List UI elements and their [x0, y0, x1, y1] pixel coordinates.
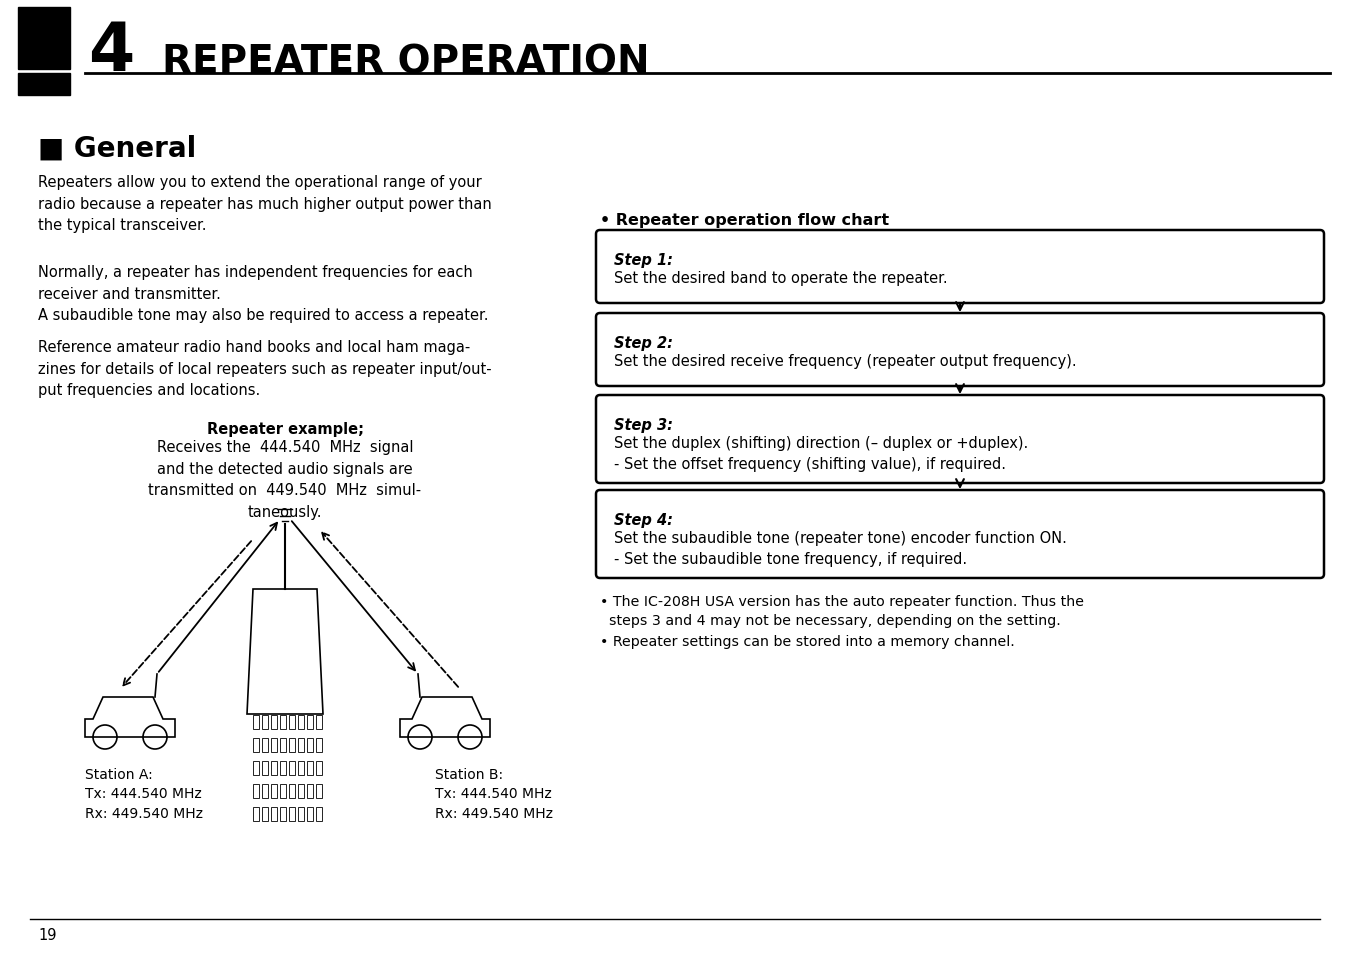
Text: ■ General: ■ General	[38, 135, 196, 163]
Text: Set the duplex (shifting) direction (– duplex or +duplex).
- Set the offset freq: Set the duplex (shifting) direction (– d…	[614, 436, 1029, 472]
FancyBboxPatch shape	[596, 491, 1324, 578]
Bar	[307, 761, 314, 775]
Text: Set the desired receive frequency (repeater output frequency).: Set the desired receive frequency (repea…	[614, 354, 1076, 369]
Text: • The IC-208H USA version has the auto repeater function. Thus the
  steps 3 and: • The IC-208H USA version has the auto r…	[600, 595, 1084, 628]
Text: Reference amateur radio hand books and local ham maga-
zines for details of loca: Reference amateur radio hand books and l…	[38, 339, 492, 397]
Bar	[18, 74, 70, 96]
Text: • Repeater settings can be stored into a memory channel.: • Repeater settings can be stored into a…	[600, 635, 1015, 648]
Bar	[297, 761, 304, 775]
Bar	[253, 761, 260, 775]
FancyBboxPatch shape	[596, 395, 1324, 483]
Text: REPEATER OPERATION: REPEATER OPERATION	[162, 44, 649, 82]
Text: Step 4:: Step 4:	[614, 513, 673, 527]
Bar	[316, 716, 322, 729]
Bar	[297, 807, 304, 821]
Bar	[297, 716, 304, 729]
Bar	[270, 784, 277, 799]
Bar	[316, 807, 322, 821]
Bar	[280, 807, 287, 821]
Bar	[307, 716, 314, 729]
Bar	[270, 761, 277, 775]
Text: 19: 19	[38, 927, 57, 942]
Bar	[316, 761, 322, 775]
Text: Repeater example;: Repeater example;	[207, 421, 364, 436]
Bar	[18, 8, 70, 70]
Bar	[270, 716, 277, 729]
Bar	[253, 716, 260, 729]
Text: Receives the  444.540  MHz  signal
and the detected audio signals are
transmitte: Receives the 444.540 MHz signal and the …	[149, 439, 422, 519]
Bar	[297, 784, 304, 799]
Bar	[289, 739, 295, 752]
Text: Station A:
Tx: 444.540 MHz
Rx: 449.540 MHz: Station A: Tx: 444.540 MHz Rx: 449.540 M…	[85, 767, 203, 821]
Bar	[289, 716, 295, 729]
Bar	[307, 784, 314, 799]
Bar	[307, 807, 314, 821]
Bar	[262, 807, 268, 821]
Text: Station B:
Tx: 444.540 MHz
Rx: 449.540 MHz: Station B: Tx: 444.540 MHz Rx: 449.540 M…	[435, 767, 553, 821]
Bar	[289, 807, 295, 821]
Bar	[316, 784, 322, 799]
Bar	[280, 739, 287, 752]
Bar	[262, 716, 268, 729]
Text: Normally, a repeater has independent frequencies for each
receiver and transmitt: Normally, a repeater has independent fre…	[38, 265, 488, 323]
Bar	[280, 784, 287, 799]
Text: 4: 4	[88, 19, 134, 85]
Bar	[253, 784, 260, 799]
Bar	[253, 739, 260, 752]
FancyBboxPatch shape	[596, 231, 1324, 304]
Bar	[297, 739, 304, 752]
Bar	[280, 761, 287, 775]
Bar	[316, 739, 322, 752]
Text: Set the subaudible tone (repeater tone) encoder function ON.
- Set the subaudibl: Set the subaudible tone (repeater tone) …	[614, 531, 1067, 566]
Bar	[307, 739, 314, 752]
Bar	[262, 784, 268, 799]
Text: Step 2:: Step 2:	[614, 335, 673, 351]
Bar	[289, 784, 295, 799]
Bar	[262, 739, 268, 752]
Text: Step 1:: Step 1:	[614, 253, 673, 268]
Bar	[270, 807, 277, 821]
Text: Step 3:: Step 3:	[614, 417, 673, 433]
Text: • Repeater operation flow chart: • Repeater operation flow chart	[600, 213, 890, 228]
Bar	[289, 761, 295, 775]
Bar	[270, 739, 277, 752]
Text: Repeaters allow you to extend the operational range of your
radio because a repe: Repeaters allow you to extend the operat…	[38, 174, 492, 233]
Text: Set the desired band to operate the repeater.: Set the desired band to operate the repe…	[614, 271, 948, 286]
Bar	[253, 807, 260, 821]
Bar	[262, 761, 268, 775]
Bar	[280, 716, 287, 729]
FancyBboxPatch shape	[596, 314, 1324, 387]
